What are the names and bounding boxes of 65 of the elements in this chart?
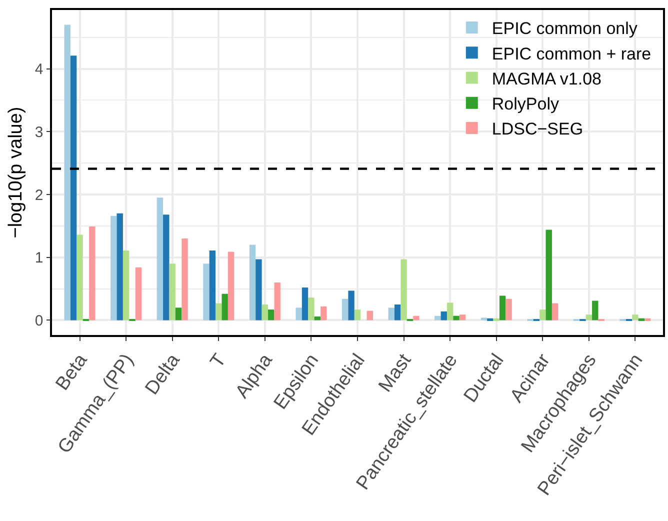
bar <box>169 264 176 320</box>
legend-label: LDSC−SEG <box>492 120 584 139</box>
bar <box>110 216 117 320</box>
bar <box>453 316 460 320</box>
y-tick-label: 2 <box>34 186 44 204</box>
legend-label: EPIC common only <box>492 19 638 38</box>
bar <box>228 252 234 320</box>
bar <box>222 294 228 320</box>
bar <box>354 310 361 320</box>
bar <box>446 302 454 320</box>
bar <box>366 310 374 320</box>
bar <box>592 300 598 320</box>
bar <box>163 214 170 320</box>
legend-label: EPIC common + rare <box>492 44 652 64</box>
bar <box>216 303 222 320</box>
bar <box>122 250 130 320</box>
y-tick-label: 3 <box>34 124 44 141</box>
bar <box>388 308 394 320</box>
x-tick-label: T <box>206 350 231 372</box>
bar <box>249 244 256 320</box>
bar <box>342 298 348 320</box>
bar <box>256 259 262 320</box>
bar <box>434 316 441 320</box>
bar <box>400 259 407 320</box>
bar <box>76 234 83 320</box>
bar <box>268 310 274 320</box>
bar <box>274 282 280 320</box>
bar <box>552 303 558 320</box>
bar <box>209 250 216 320</box>
bar <box>302 288 308 320</box>
bar <box>348 290 354 320</box>
bar <box>175 308 182 320</box>
bar <box>480 318 488 320</box>
bar <box>70 56 77 320</box>
y-axis-title: −log10(p value) <box>5 106 26 238</box>
bar <box>413 316 420 320</box>
bar <box>89 226 96 320</box>
bar <box>394 304 401 320</box>
bar <box>135 267 142 320</box>
bar <box>182 238 188 320</box>
y-tick-label: 4 <box>34 61 44 78</box>
bar <box>546 230 552 320</box>
bar <box>586 314 592 320</box>
bar <box>493 318 500 321</box>
y-tick-label: 0 <box>34 312 44 330</box>
bar <box>632 314 638 320</box>
bar <box>203 264 210 320</box>
bar <box>64 24 70 320</box>
bar <box>644 318 651 321</box>
bar <box>459 314 466 320</box>
bar <box>320 306 327 320</box>
bar <box>440 311 447 320</box>
bar <box>540 310 546 320</box>
y-tick-label: 1 <box>34 250 44 267</box>
bar <box>308 298 314 320</box>
bar <box>499 296 506 320</box>
legend-label: MAGMA v1.08 <box>492 69 602 88</box>
bar <box>116 213 123 320</box>
bar <box>296 308 302 320</box>
bar <box>156 198 164 320</box>
bar <box>487 318 494 321</box>
legend-label: RolyPoly <box>492 94 560 114</box>
bar <box>262 304 268 320</box>
bar <box>638 318 645 321</box>
bar <box>506 298 512 320</box>
